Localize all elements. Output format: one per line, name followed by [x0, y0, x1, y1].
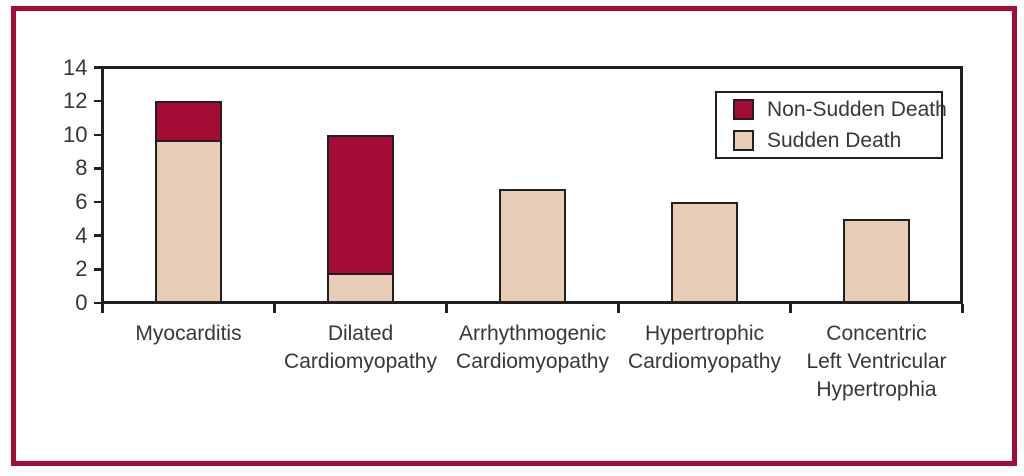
y-axis-tick-label: 14	[63, 54, 88, 80]
x-axis-category-label: Myocarditis	[135, 322, 242, 345]
y-axis-tick-label: 4	[75, 222, 88, 248]
y-axis-tick	[93, 66, 103, 69]
y-axis-tick-label: 6	[75, 189, 88, 215]
legend-swatch-non-sudden-death	[733, 99, 754, 120]
x-axis-tick	[101, 304, 104, 313]
x-axis-tick	[445, 304, 448, 313]
y-axis-tick-label: 10	[63, 121, 88, 147]
bar-segment-sudden-death	[499, 188, 566, 303]
y-axis-tick-label: 0	[75, 290, 88, 315]
legend: Non-Sudden Death Sudden Death	[715, 91, 947, 159]
y-axis-tick	[93, 167, 103, 170]
legend-swatch-sudden-death	[733, 130, 754, 151]
x-axis-category-label: Concentric Left Ventricular Hypertrophia	[806, 322, 947, 401]
x-axis-tick	[789, 304, 792, 313]
bar-segment-sudden-death	[327, 272, 394, 303]
figure-frame-border	[11, 6, 1017, 466]
x-axis-tick	[273, 304, 276, 313]
y-axis-tick	[93, 234, 103, 237]
y-axis-tick	[93, 268, 103, 271]
legend-item: Sudden Death	[733, 128, 941, 152]
x-axis-category-label: Arrhythmogenic Cardiomyopathy	[456, 322, 609, 373]
x-axis-category-label: Hypertrophic Cardiomyopathy	[628, 322, 781, 373]
bar-segment-sudden-death	[843, 218, 910, 303]
x-axis-category-label: Dilated Cardiomyopathy	[284, 322, 437, 373]
x-axis-tick	[961, 304, 964, 313]
y-axis-tick-label: 8	[75, 155, 88, 181]
y-axis-tick	[93, 301, 103, 305]
y-axis-tick-label: 2	[75, 256, 88, 282]
y-axis-tick-label: 12	[63, 88, 88, 114]
y-axis-tick	[93, 200, 103, 204]
legend-item: Non-Sudden Death	[733, 98, 947, 121]
legend-label-non-sudden-death: Non-Sudden Death	[767, 97, 947, 121]
x-axis-tick	[617, 304, 620, 313]
legend-label-sudden-death: Sudden Death	[767, 128, 902, 152]
bar-segment-non-sudden-death	[327, 134, 394, 276]
bar-segment-sudden-death	[671, 202, 738, 303]
bar-segment-sudden-death	[155, 139, 222, 303]
y-axis-tick	[93, 99, 103, 103]
bar-segment-non-sudden-death	[155, 101, 222, 143]
y-axis-tick	[93, 133, 103, 137]
